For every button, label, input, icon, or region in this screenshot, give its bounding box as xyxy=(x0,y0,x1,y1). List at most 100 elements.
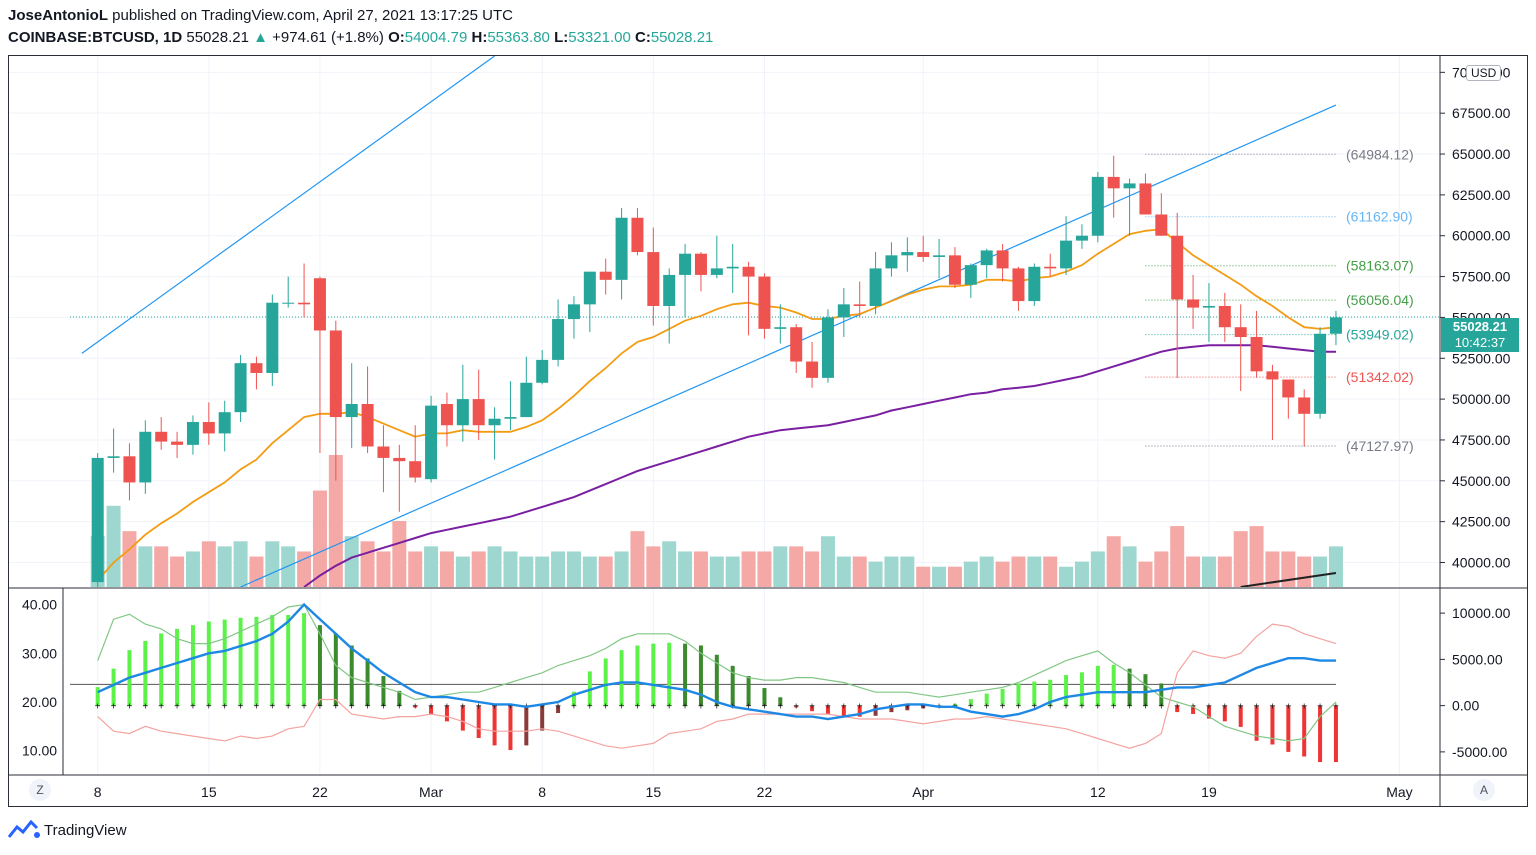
volume-bar xyxy=(566,551,581,587)
tradingview-logo[interactable]: TradingView xyxy=(8,820,127,840)
candle-body xyxy=(1314,333,1327,414)
candle-body xyxy=(1171,235,1184,300)
candle-body xyxy=(377,446,390,458)
candle-body xyxy=(726,266,739,269)
osc-histogram-bar xyxy=(984,693,989,706)
zoom-button[interactable]: Z xyxy=(29,779,51,801)
osc-histogram-bar xyxy=(1048,679,1053,706)
osc-histogram-bar xyxy=(540,705,545,731)
osc-cross-marker: + xyxy=(1285,702,1291,713)
osc-histogram-bar xyxy=(508,705,513,751)
volume-bar xyxy=(1297,556,1312,587)
author-name[interactable]: JoseAntonioL xyxy=(8,7,108,24)
osc-histogram-bar xyxy=(952,703,957,706)
osc-histogram-bar xyxy=(1238,705,1243,727)
osc-histogram-bar xyxy=(159,633,164,706)
price-tick-label: 62500.00 xyxy=(1452,187,1511,203)
candle-body xyxy=(1012,268,1025,302)
volume-bar xyxy=(900,556,915,587)
trend-channel-line xyxy=(81,56,495,354)
time-axis-label: May xyxy=(1386,784,1412,800)
osc-cross-marker: + xyxy=(111,702,117,713)
osc-cross-marker: + xyxy=(317,702,323,713)
osc-cross-marker: + xyxy=(95,702,101,713)
candle-body xyxy=(679,253,692,275)
candle-body xyxy=(1139,183,1152,215)
osc-histogram-bar xyxy=(571,691,576,706)
auto-scale-button[interactable]: A xyxy=(1473,779,1495,801)
osc-cross-marker: + xyxy=(254,702,260,713)
candle-body xyxy=(313,278,326,331)
volume-bar xyxy=(1011,556,1026,587)
osc-cross-marker: + xyxy=(1301,702,1307,713)
symbol-name[interactable]: COINBASE:BTCUSD, 1D xyxy=(8,29,183,46)
candle-body xyxy=(266,302,279,373)
osc-right-tick-label: 5000.00 xyxy=(1452,651,1503,667)
candle-body xyxy=(107,456,120,458)
osc-cross-marker: + xyxy=(508,702,514,713)
candle-body xyxy=(1123,183,1136,189)
volume-bar xyxy=(852,556,867,587)
fib-level-label: (53949.02) xyxy=(1346,327,1414,343)
osc-histogram-bar xyxy=(1159,683,1164,706)
volume-bar xyxy=(471,551,486,587)
candle-body xyxy=(440,404,453,426)
candle-body xyxy=(425,405,438,480)
osc-left-tick-label: 40.00 xyxy=(22,597,57,613)
osc-cross-marker: + xyxy=(492,702,498,713)
volume-bar xyxy=(1059,566,1074,587)
volume-bar xyxy=(1074,561,1089,587)
volume-bar xyxy=(773,546,788,587)
candle-body xyxy=(567,304,580,320)
osc-histogram-bar xyxy=(254,616,259,706)
osc-cross-marker: + xyxy=(444,702,450,713)
candle-body xyxy=(123,456,136,483)
volume-bar xyxy=(995,561,1010,587)
candle-body xyxy=(1155,214,1168,236)
high-value: 55363.80 xyxy=(487,29,550,46)
candle-body xyxy=(917,252,930,257)
osc-histogram-bar xyxy=(825,705,830,714)
osc-histogram-bar xyxy=(1254,705,1259,741)
candle-body xyxy=(647,252,660,306)
candle-body xyxy=(1202,305,1215,308)
osc-histogram-bar xyxy=(349,645,354,706)
volume-bar xyxy=(1265,551,1280,587)
volume-bar xyxy=(1186,556,1201,587)
volume-bar xyxy=(154,546,169,587)
osc-cross-marker: + xyxy=(349,702,355,713)
volume-bar xyxy=(805,551,820,587)
time-axis-label: 22 xyxy=(312,784,328,800)
volume-bar xyxy=(233,541,248,587)
osc-histogram-bar xyxy=(381,676,386,706)
time-axis-label: 15 xyxy=(201,784,217,800)
osc-histogram-bar xyxy=(683,643,688,706)
candle-body xyxy=(1329,317,1342,334)
osc-cross-marker: + xyxy=(1143,702,1149,713)
volume-bar xyxy=(424,546,439,587)
osc-histogram-bar xyxy=(1079,672,1084,706)
published-text: published on TradingView.com, April 27, … xyxy=(112,7,513,24)
volume-bar xyxy=(1328,546,1343,587)
volume-bar xyxy=(598,556,613,587)
osc-histogram-bar xyxy=(968,699,973,706)
osc-histogram-bar xyxy=(413,705,418,708)
price-tick-label: 45000.00 xyxy=(1452,473,1511,489)
osc-histogram-bar xyxy=(762,688,767,706)
volume-bar xyxy=(185,551,200,587)
osc-cross-marker: + xyxy=(762,702,768,713)
volume-bar xyxy=(820,536,835,587)
osc-cross-marker: + xyxy=(269,702,275,713)
osc-histogram-bar xyxy=(651,643,656,706)
osc-cross-marker: + xyxy=(777,702,783,713)
volume-bar xyxy=(535,556,550,587)
osc-histogram-bar xyxy=(270,614,275,706)
candle-body xyxy=(710,268,723,275)
volume-bar xyxy=(1154,551,1169,587)
osc-cross-marker: + xyxy=(460,702,466,713)
osc-cross-marker: + xyxy=(603,702,609,713)
osc-cross-marker: + xyxy=(1222,702,1228,713)
volume-bar xyxy=(1170,526,1185,587)
currency-label[interactable]: USD xyxy=(1466,65,1502,81)
